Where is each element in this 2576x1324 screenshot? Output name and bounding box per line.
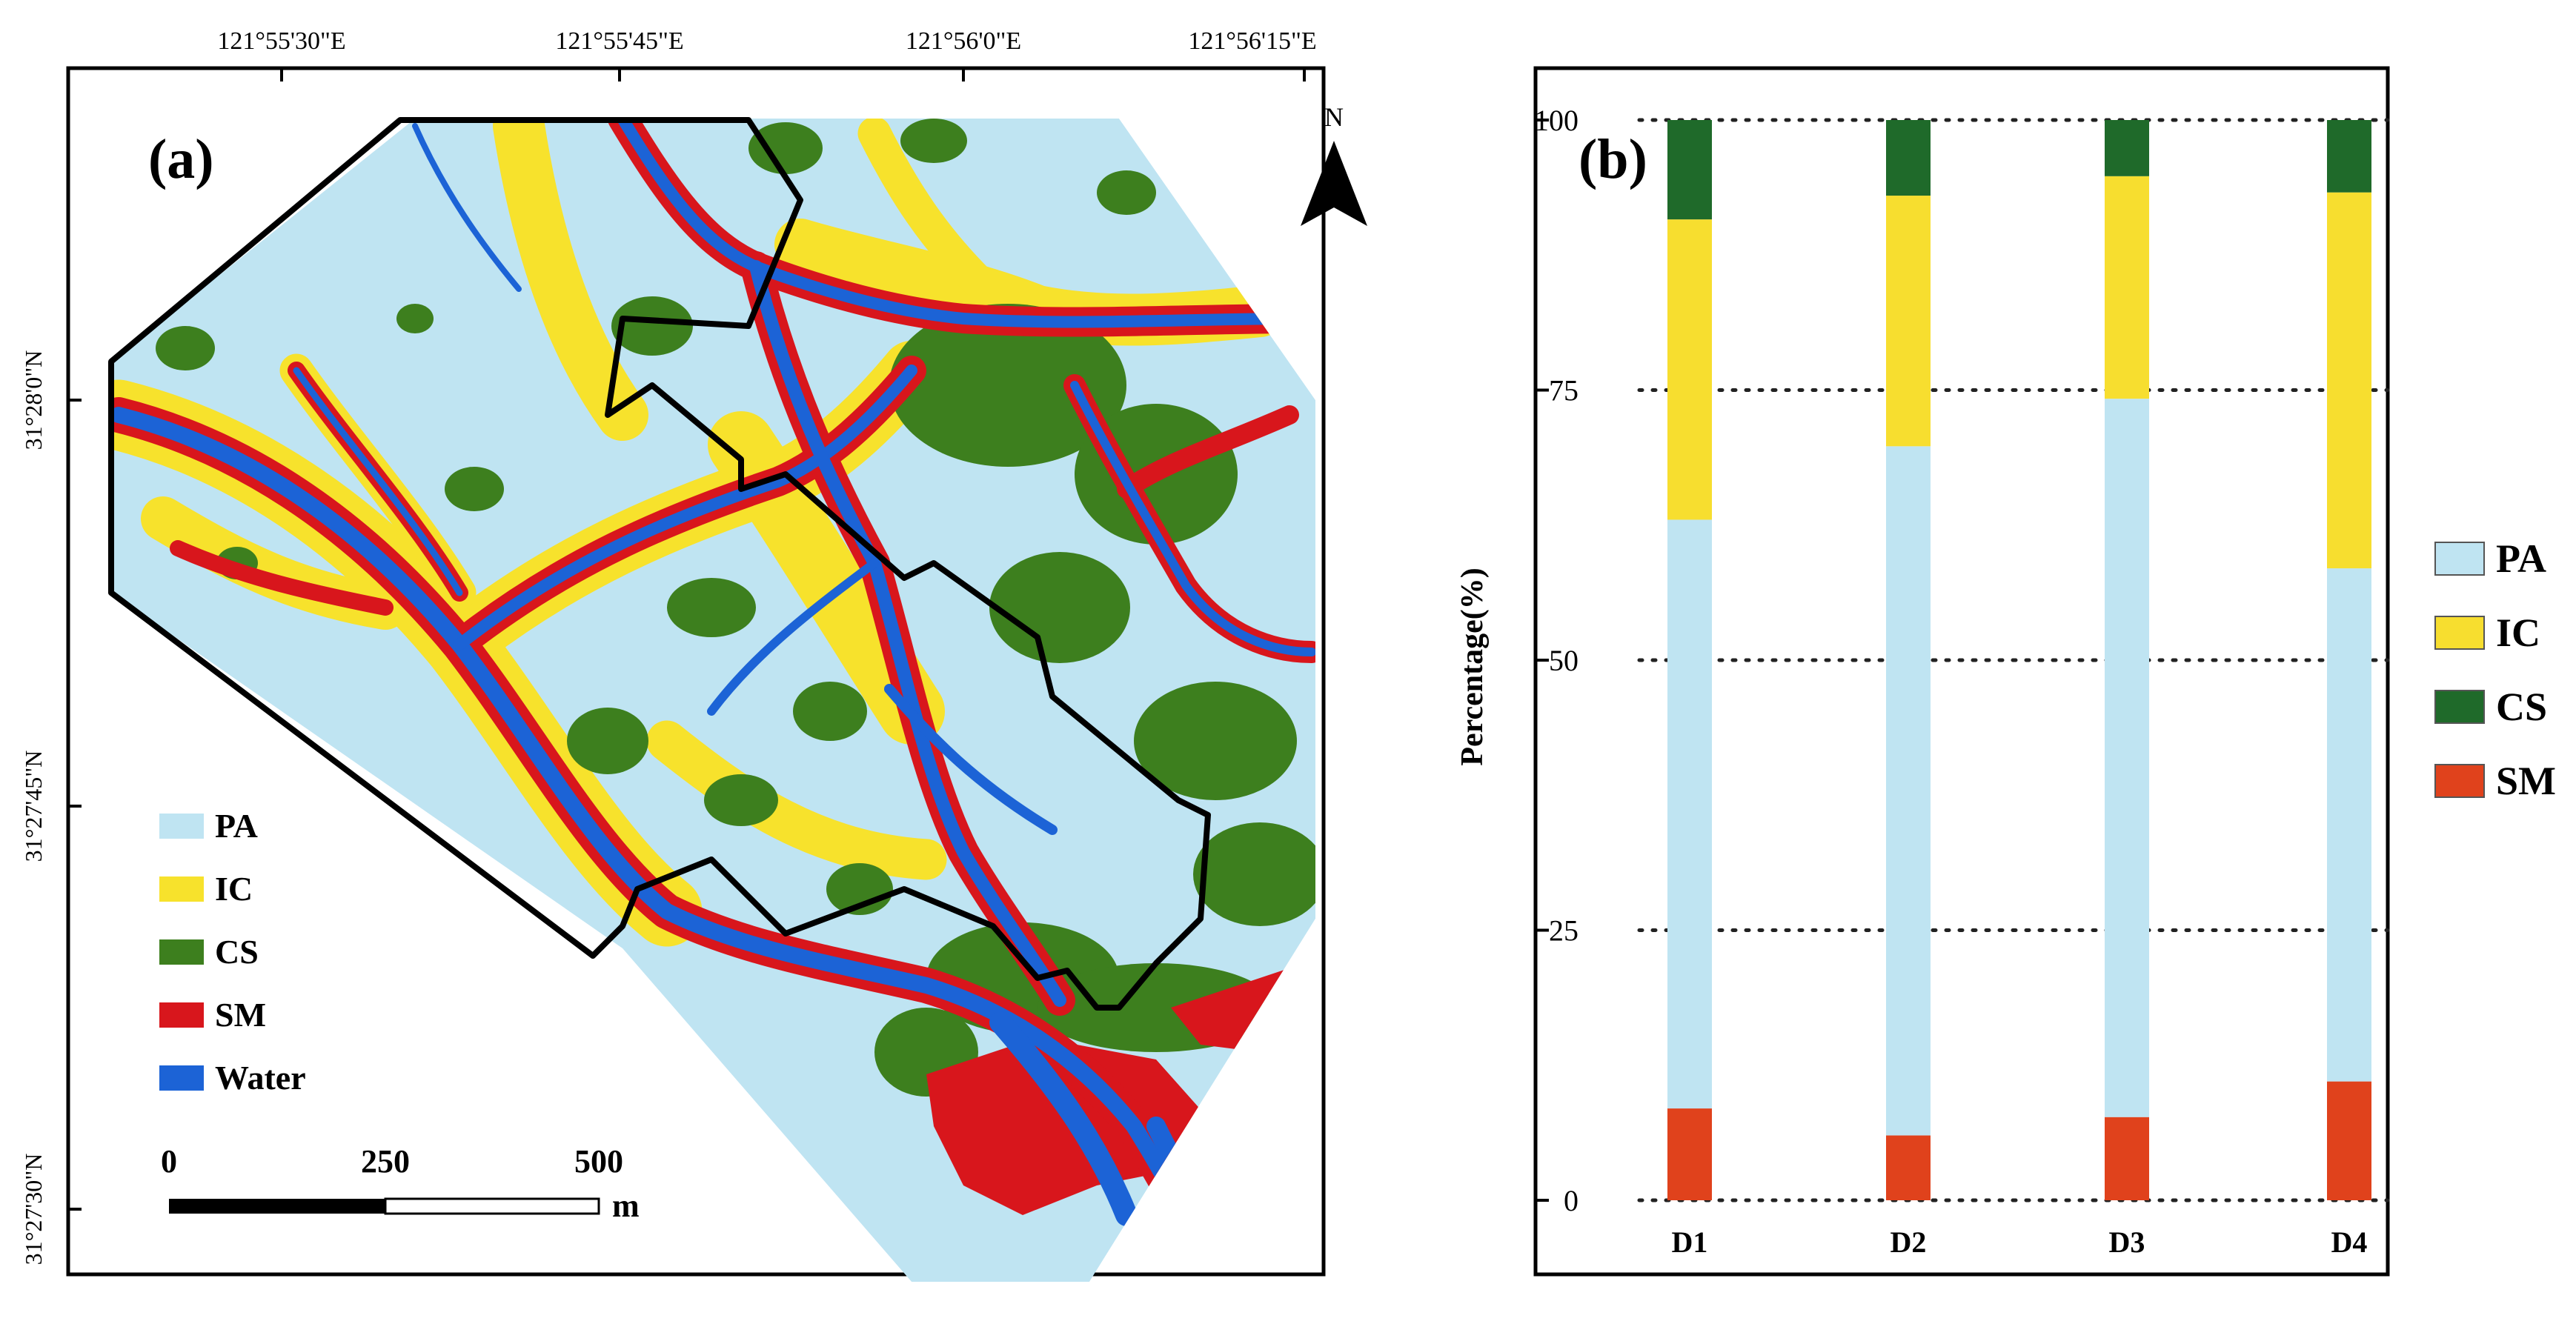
legend-swatch-pa (159, 814, 204, 839)
lon-tick-label: 121°55'30"E (217, 27, 345, 55)
chart-bars (1667, 120, 2371, 1200)
bar-segment-ic-d1 (1667, 219, 1712, 520)
map-legend-label: SM (215, 996, 266, 1034)
bar-segment-ic-d2 (1886, 196, 1931, 447)
chart-panel: 0 25 50 75 100 D1 D2 D3 D4 Percentage(%) (b) PA… (1455, 66, 2556, 1277)
y-tick-label: 100 (1534, 104, 1579, 137)
bar-segment-cs-d3 (2105, 120, 2149, 176)
north-label: N (1324, 102, 1344, 132)
chart-frame (1533, 66, 2390, 1277)
classification-map (111, 119, 1315, 1282)
chart-gridlines (1637, 118, 2390, 1202)
x-tick-label: D4 (2331, 1225, 2368, 1259)
scale-bar: 0 250 500 m (161, 1143, 640, 1224)
chart-y-label: Percentage(%) (1455, 568, 1490, 765)
map-legend-label: IC (215, 870, 253, 908)
legend-swatch-sm (159, 1002, 204, 1028)
lat-axis (68, 399, 82, 1211)
study-area-outline (108, 117, 1211, 1011)
y-tick-label: 75 (1549, 374, 1579, 407)
x-tick-label: D1 (1672, 1225, 1708, 1259)
y-tick-label: 0 (1564, 1184, 1579, 1217)
bar-segment-pa-d2 (1886, 446, 1931, 1136)
map-legend-label: PA (215, 807, 258, 845)
map-panel: 121°55'30"E 121°55'45"E 121°56'0"E 121°5… (20, 27, 1367, 1282)
chart-panel-label: (b) (1579, 128, 1647, 190)
y-tick-label: 25 (1549, 914, 1579, 948)
lat-tick-label: 31°27'45"N (20, 751, 47, 862)
map-panel-label: (a) (148, 128, 214, 190)
chart-legend: PA IC CS SM (2434, 536, 2556, 803)
water-channels (111, 119, 1315, 1282)
bar-segment-sm-d3 (2105, 1117, 2149, 1200)
y-tick-label: 50 (1549, 644, 1579, 677)
x-tick-label: D2 (1890, 1225, 1927, 1259)
lon-axis (280, 68, 1306, 81)
lon-tick-label: 121°56'0"E (906, 27, 1021, 55)
bar-segment-ic-d4 (2327, 192, 2371, 569)
chart-legend-swatch-ic (2434, 616, 2485, 650)
bar-segment-cs-d4 (2327, 120, 2371, 193)
cs-zones (156, 119, 1315, 1097)
bar-segment-pa-d4 (2327, 568, 2371, 1082)
bar-segment-sm-d4 (2327, 1081, 2371, 1200)
map-frame (66, 66, 1326, 1277)
legend-swatch-water (159, 1065, 204, 1091)
bar-segment-pa-d1 (1667, 519, 1712, 1109)
chart-legend-label: CS (2496, 685, 2547, 729)
scale-tick-label: 500 (574, 1143, 623, 1180)
map-legend-label: Water (215, 1059, 306, 1097)
legend-swatch-cs (159, 939, 204, 965)
bar-segment-cs-d2 (1886, 120, 1931, 196)
lon-tick-label: 121°56'15"E (1188, 27, 1316, 55)
chart-x-ticks: D1 D2 D3 D4 (1672, 1225, 2368, 1259)
scale-unit-label: m (612, 1188, 640, 1224)
bar-segment-sm-d2 (1886, 1135, 1931, 1200)
lat-tick-label: 31°27'30"N (20, 1154, 47, 1265)
map-legend: PA IC CS SM Water (159, 807, 306, 1097)
scale-bar-white (384, 1197, 600, 1215)
scale-bar-black (169, 1199, 385, 1214)
scale-tick-label: 0 (161, 1143, 177, 1180)
bar-segment-ic-d3 (2105, 176, 2149, 399)
chart-legend-label: SM (2496, 759, 2556, 803)
bar-segment-cs-d1 (1667, 120, 1712, 220)
map-legend-label: CS (215, 933, 259, 971)
lon-tick-label: 121°55'45"E (555, 27, 683, 55)
bar-segment-pa-d3 (2105, 399, 2149, 1117)
north-arrow: N (1301, 102, 1367, 226)
chart-legend-label: PA (2496, 536, 2546, 581)
north-arrow-icon (1301, 141, 1367, 226)
chart-y-ticks: 0 25 50 75 100 (1534, 104, 1579, 1217)
chart-legend-label: IC (2496, 611, 2540, 655)
legend-swatch-ic (159, 876, 204, 902)
scale-tick-label: 250 (361, 1143, 410, 1180)
x-tick-label: D3 (2109, 1225, 2145, 1259)
chart-legend-swatch-sm (2434, 764, 2485, 798)
chart-legend-swatch-cs (2434, 690, 2485, 724)
chart-legend-swatch-pa (2434, 542, 2485, 576)
lat-tick-label: 31°28'0"N (20, 350, 47, 450)
bar-segment-sm-d1 (1667, 1108, 1712, 1200)
